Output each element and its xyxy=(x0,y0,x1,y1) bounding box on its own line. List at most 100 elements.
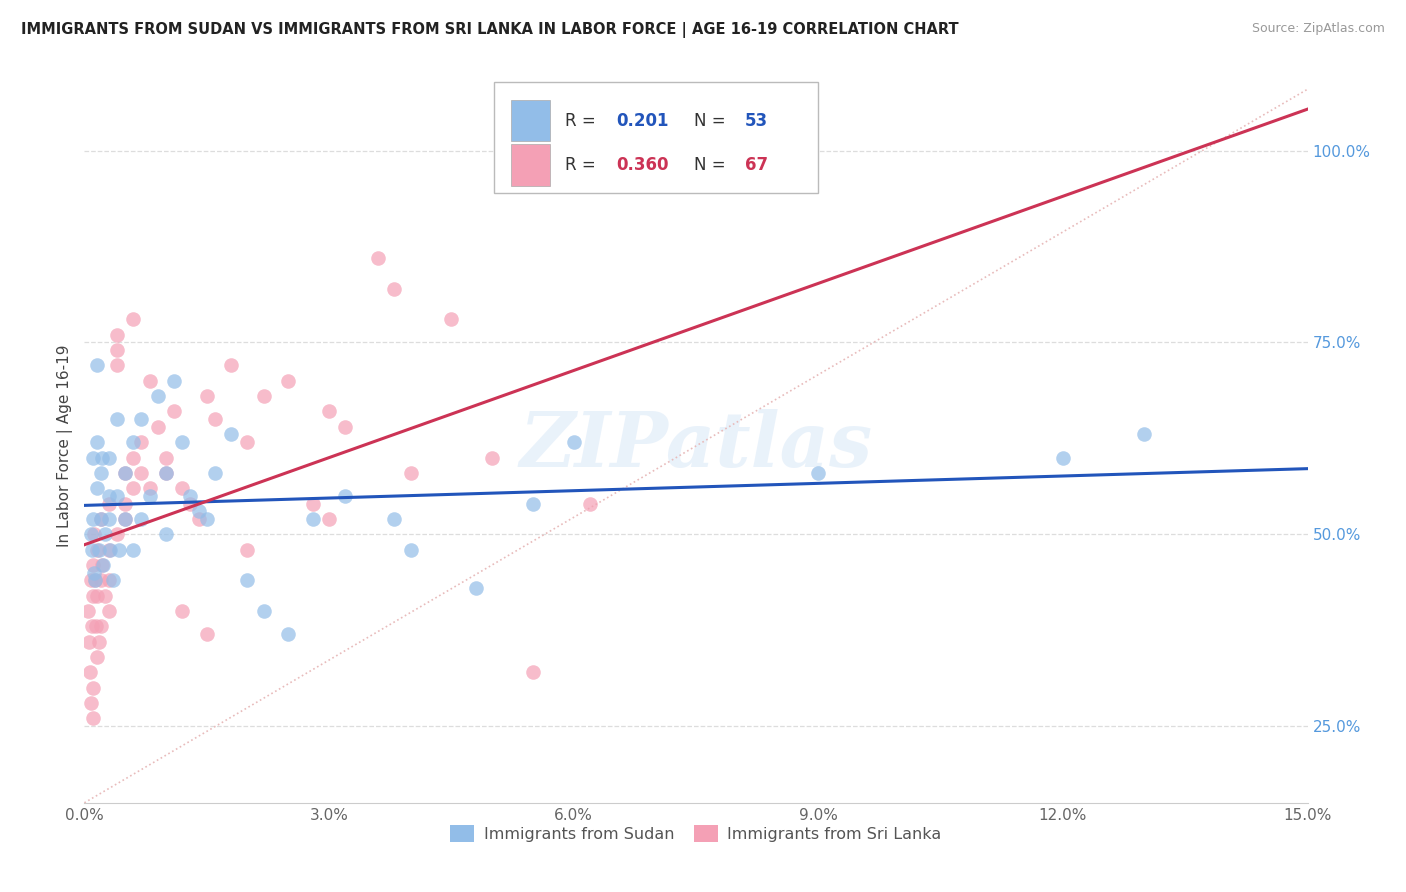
Point xyxy=(335,489,357,503)
Point xyxy=(90,574,112,588)
Point xyxy=(91,558,114,572)
Point xyxy=(86,589,108,603)
Text: R =: R = xyxy=(565,156,602,174)
Point xyxy=(91,450,114,465)
Point xyxy=(83,527,105,541)
Text: Source: ZipAtlas.com: Source: ZipAtlas.com xyxy=(1251,22,1385,36)
Point xyxy=(84,574,107,588)
Point xyxy=(562,435,585,450)
Point xyxy=(481,450,503,465)
Point xyxy=(146,389,169,403)
Text: R =: R = xyxy=(565,112,602,129)
Text: ZIPatlas: ZIPatlas xyxy=(519,409,873,483)
Point xyxy=(131,512,153,526)
Point xyxy=(236,574,259,588)
Point xyxy=(807,466,830,480)
Point xyxy=(97,604,120,618)
Point xyxy=(114,512,136,526)
Point xyxy=(146,419,169,434)
Point xyxy=(82,711,104,725)
Point xyxy=(204,466,226,480)
Point xyxy=(195,389,218,403)
Point xyxy=(219,359,242,373)
Point xyxy=(90,466,112,480)
Point xyxy=(204,412,226,426)
Point xyxy=(155,466,177,480)
Point xyxy=(195,512,218,526)
Point xyxy=(172,481,194,495)
Point xyxy=(82,681,104,695)
Point xyxy=(90,512,112,526)
Point xyxy=(100,542,122,557)
Point xyxy=(122,312,145,326)
Point xyxy=(107,542,129,557)
Point xyxy=(440,312,463,326)
Point xyxy=(77,634,100,648)
Point xyxy=(382,282,405,296)
Text: 67: 67 xyxy=(745,156,768,174)
Point xyxy=(253,389,276,403)
Point xyxy=(86,650,108,665)
Point xyxy=(87,634,110,648)
Point xyxy=(90,512,112,526)
Point xyxy=(91,558,114,572)
Bar xyxy=(512,145,550,186)
Bar xyxy=(512,100,550,142)
Point xyxy=(86,435,108,450)
Point xyxy=(97,574,120,588)
Point xyxy=(464,581,486,595)
Point xyxy=(179,497,201,511)
Point xyxy=(1133,427,1156,442)
Point xyxy=(84,619,107,633)
Point xyxy=(82,589,104,603)
Text: 0.201: 0.201 xyxy=(616,112,669,129)
Point xyxy=(172,435,194,450)
Point xyxy=(84,574,107,588)
Point xyxy=(114,512,136,526)
Point xyxy=(236,435,259,450)
Y-axis label: In Labor Force | Age 16-19: In Labor Force | Age 16-19 xyxy=(58,344,73,548)
Point xyxy=(105,489,128,503)
Point xyxy=(77,604,100,618)
Point xyxy=(579,497,602,511)
Point xyxy=(80,696,103,710)
Point xyxy=(122,435,145,450)
Point xyxy=(82,512,104,526)
Point xyxy=(172,604,194,618)
Text: N =: N = xyxy=(693,156,730,174)
Point xyxy=(80,619,103,633)
Point xyxy=(253,604,276,618)
Point xyxy=(97,489,120,503)
Point xyxy=(93,589,115,603)
Point xyxy=(138,481,160,495)
Point xyxy=(80,574,103,588)
Point xyxy=(187,512,209,526)
Point xyxy=(97,497,120,511)
Point xyxy=(163,374,186,388)
Point xyxy=(105,343,128,357)
Point xyxy=(382,512,405,526)
Point xyxy=(367,251,389,265)
Point xyxy=(301,497,323,511)
Text: 53: 53 xyxy=(745,112,768,129)
Point xyxy=(301,512,323,526)
Point xyxy=(195,627,218,641)
Point xyxy=(114,466,136,480)
Point xyxy=(114,466,136,480)
Point xyxy=(105,412,128,426)
Point xyxy=(105,359,128,373)
Point xyxy=(318,404,340,418)
Point xyxy=(335,419,357,434)
Point xyxy=(97,450,120,465)
Text: 0.360: 0.360 xyxy=(616,156,669,174)
Point xyxy=(97,512,120,526)
Point xyxy=(122,450,145,465)
Point xyxy=(131,412,153,426)
Point xyxy=(522,497,544,511)
Point xyxy=(277,374,299,388)
Point xyxy=(82,558,104,572)
Point xyxy=(105,327,128,342)
Point xyxy=(86,542,108,557)
Point xyxy=(236,542,259,557)
Point xyxy=(79,665,101,680)
